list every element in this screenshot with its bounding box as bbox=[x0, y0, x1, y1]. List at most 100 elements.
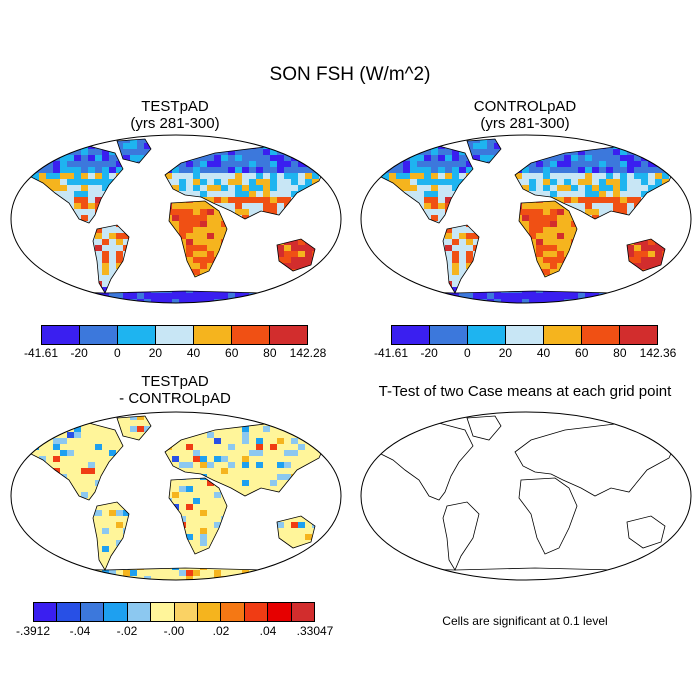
grid-cell bbox=[193, 450, 200, 456]
coastline bbox=[168, 200, 228, 278]
grid-cell bbox=[410, 287, 417, 293]
grid-cell bbox=[193, 269, 200, 275]
grid-cell bbox=[501, 299, 508, 303]
grid-cell bbox=[382, 139, 389, 143]
grid-cell bbox=[564, 161, 571, 167]
grid-cell bbox=[228, 462, 235, 468]
grid-cell bbox=[25, 263, 32, 269]
grid-cell bbox=[214, 570, 221, 576]
grid-cell bbox=[417, 155, 424, 161]
grid-cell bbox=[109, 299, 116, 303]
grid-cell bbox=[11, 287, 18, 293]
grid-cell bbox=[11, 143, 18, 149]
grid-cell bbox=[32, 143, 39, 149]
grid-cell bbox=[67, 432, 74, 438]
grid-cell bbox=[291, 251, 298, 257]
grid-cell bbox=[389, 281, 396, 287]
grid-cell bbox=[200, 215, 207, 221]
grid-cell bbox=[249, 185, 256, 191]
diff-colorbar-swatch bbox=[268, 603, 292, 621]
grid-cell bbox=[529, 299, 536, 303]
grid-cell bbox=[690, 167, 697, 173]
grid-cell bbox=[74, 197, 81, 203]
grid-cell bbox=[606, 179, 613, 185]
grid-cell bbox=[312, 149, 319, 155]
grid-cell bbox=[207, 185, 214, 191]
grid-cell bbox=[592, 191, 599, 197]
grid-cell bbox=[249, 179, 256, 185]
grid-cell bbox=[662, 161, 669, 167]
grid-cell bbox=[53, 173, 60, 179]
grid-cell bbox=[592, 149, 599, 155]
coastline bbox=[372, 421, 474, 501]
grid-cell bbox=[529, 167, 536, 173]
grid-cell bbox=[676, 263, 677, 269]
grid-cell bbox=[487, 139, 494, 143]
grid-cell bbox=[557, 209, 564, 215]
grid-cell bbox=[585, 209, 592, 215]
grid-cell bbox=[116, 522, 123, 528]
grid-cell bbox=[585, 197, 592, 203]
grid-cell bbox=[81, 576, 88, 580]
grid-cell bbox=[620, 149, 627, 155]
grid-cell bbox=[550, 245, 557, 251]
grid-cell bbox=[452, 179, 459, 185]
grid-cell bbox=[277, 299, 284, 303]
grid-cell bbox=[571, 185, 578, 191]
grid-cell bbox=[263, 155, 270, 161]
grid-cell bbox=[242, 426, 249, 432]
grid-cell bbox=[312, 139, 319, 143]
test-colorbar-tick-label: 80 bbox=[263, 346, 277, 360]
grid-cell bbox=[228, 299, 235, 303]
grid-cell bbox=[578, 167, 585, 173]
coastline bbox=[22, 144, 124, 224]
grid-cell bbox=[46, 576, 53, 580]
test-colorbar-swatch bbox=[118, 326, 156, 344]
grid-cell bbox=[382, 299, 389, 303]
grid-cell bbox=[655, 179, 662, 185]
grid-cell bbox=[452, 251, 459, 257]
grid-cell bbox=[67, 299, 74, 303]
grid-cell bbox=[95, 155, 102, 161]
grid-cell bbox=[620, 173, 627, 179]
grid-cell bbox=[270, 209, 277, 215]
grid-cell bbox=[445, 299, 452, 303]
grid-cell bbox=[60, 287, 67, 293]
grid-cell bbox=[662, 293, 669, 299]
grid-cell bbox=[382, 293, 389, 299]
grid-cell bbox=[466, 143, 473, 149]
grid-cell bbox=[655, 167, 662, 173]
grid-cell bbox=[585, 191, 592, 197]
diff-colorbar-tick-label: -.04 bbox=[69, 624, 91, 638]
grid-cell bbox=[340, 293, 347, 299]
grid-cell bbox=[445, 161, 452, 167]
grid-cell bbox=[585, 203, 592, 209]
grid-cell bbox=[165, 173, 172, 179]
grid-cell bbox=[543, 227, 550, 233]
grid-cell bbox=[445, 227, 452, 233]
grid-cell bbox=[550, 299, 557, 303]
grid-cell bbox=[305, 293, 312, 299]
grid-cell bbox=[305, 161, 312, 167]
grid-cell bbox=[340, 287, 347, 293]
grid-cell bbox=[60, 185, 67, 191]
grid-cell bbox=[361, 173, 368, 179]
grid-cell bbox=[249, 155, 256, 161]
grid-cell bbox=[298, 239, 305, 245]
grid-cell bbox=[417, 287, 424, 293]
grid-cell bbox=[228, 293, 235, 299]
grid-cell bbox=[305, 167, 312, 173]
grid-cell bbox=[172, 185, 179, 191]
grid-cell bbox=[74, 143, 81, 149]
control-colorbar-tick-label: 0 bbox=[463, 346, 471, 360]
grid-cell bbox=[424, 139, 431, 143]
grid-cell bbox=[186, 227, 193, 233]
grid-cell bbox=[683, 149, 690, 155]
grid-cell bbox=[39, 426, 46, 432]
grid-cell bbox=[452, 167, 459, 173]
grid-cell bbox=[263, 191, 270, 197]
grid-cell bbox=[214, 522, 221, 528]
grid-cell bbox=[67, 155, 74, 161]
grid-cell bbox=[361, 287, 368, 293]
grid-cell bbox=[382, 167, 389, 173]
